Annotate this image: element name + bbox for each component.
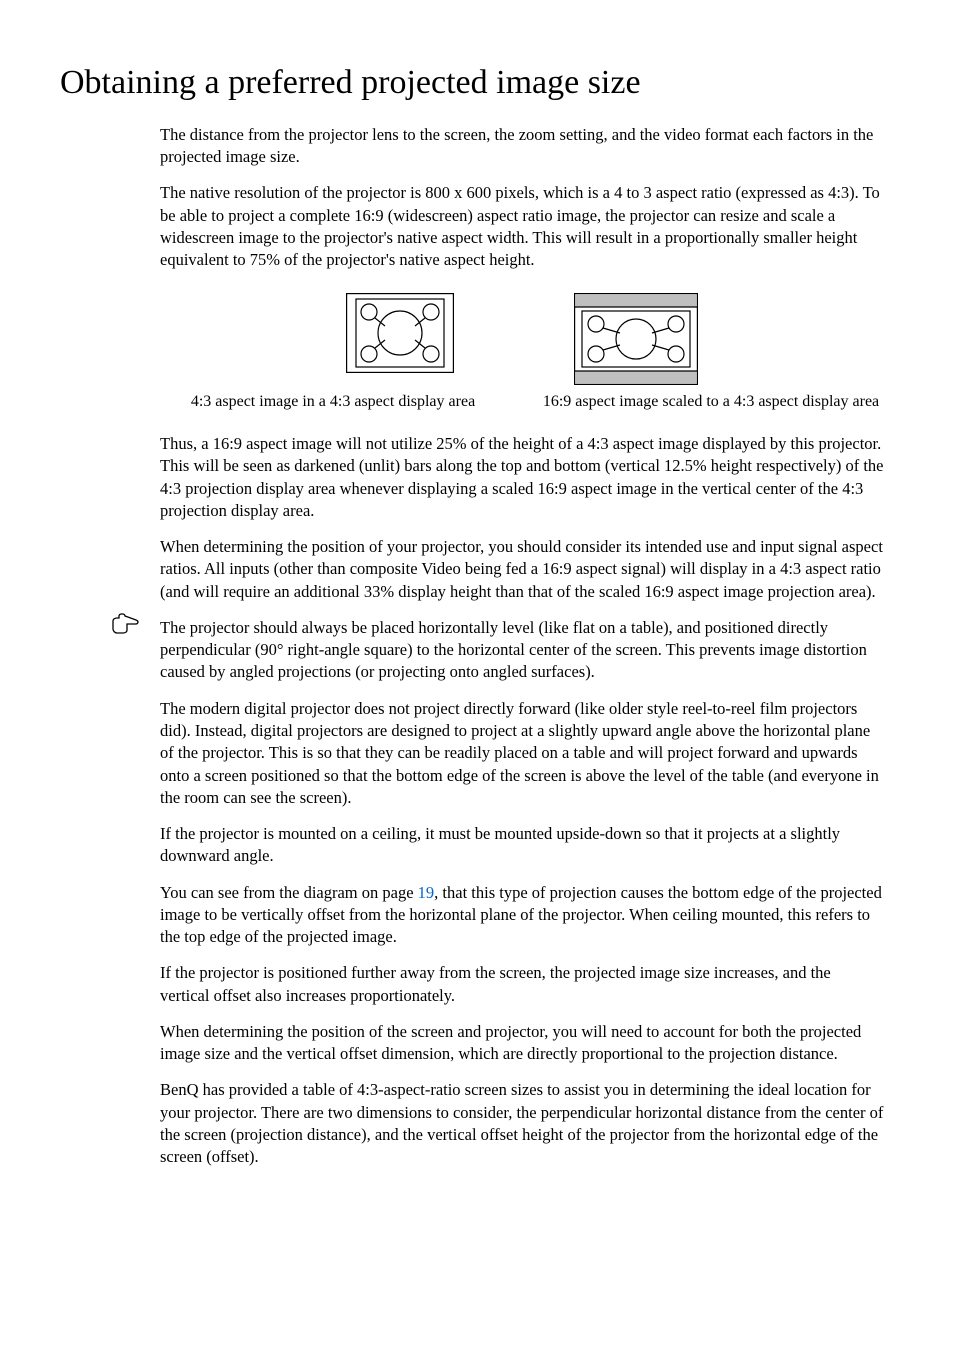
aspect-16-9-svg	[574, 293, 698, 385]
paragraph: When determining the position of your pr…	[160, 536, 884, 603]
paragraph: The projector should always be placed ho…	[160, 617, 884, 684]
note-icon	[110, 613, 140, 642]
paragraph: The native resolution of the projector i…	[160, 182, 884, 271]
paragraph: You can see from the diagram on page 19,…	[160, 882, 884, 949]
caption-16-9: 16:9 aspect image scaled to a 4:3 aspect…	[541, 391, 881, 413]
caption-4-3: 4:3 aspect image in a 4:3 aspect display…	[163, 391, 503, 413]
page-link-19[interactable]: 19	[418, 883, 435, 902]
body-content-2: The projector should always be placed ho…	[160, 617, 884, 1169]
text-run: You can see from the diagram on page	[160, 883, 418, 902]
paragraph: If the projector is mounted on a ceiling…	[160, 823, 884, 868]
diagrams-row	[160, 293, 884, 385]
page-title: Obtaining a preferred projected image si…	[60, 60, 894, 106]
paragraph: Thus, a 16:9 aspect image will not utili…	[160, 433, 884, 522]
diagram-4-3	[346, 293, 454, 385]
paragraph: The modern digital projector does not pr…	[160, 698, 884, 809]
paragraph: If the projector is positioned further a…	[160, 962, 884, 1007]
diagram-16-9	[574, 293, 698, 385]
captions-row: 4:3 aspect image in a 4:3 aspect display…	[160, 391, 884, 413]
paragraph: The distance from the projector lens to …	[160, 124, 884, 169]
body-content: The distance from the projector lens to …	[160, 124, 884, 603]
paragraph: When determining the position of the scr…	[160, 1021, 884, 1066]
paragraph: BenQ has provided a table of 4:3-aspect-…	[160, 1079, 884, 1168]
aspect-4-3-svg	[346, 293, 454, 373]
